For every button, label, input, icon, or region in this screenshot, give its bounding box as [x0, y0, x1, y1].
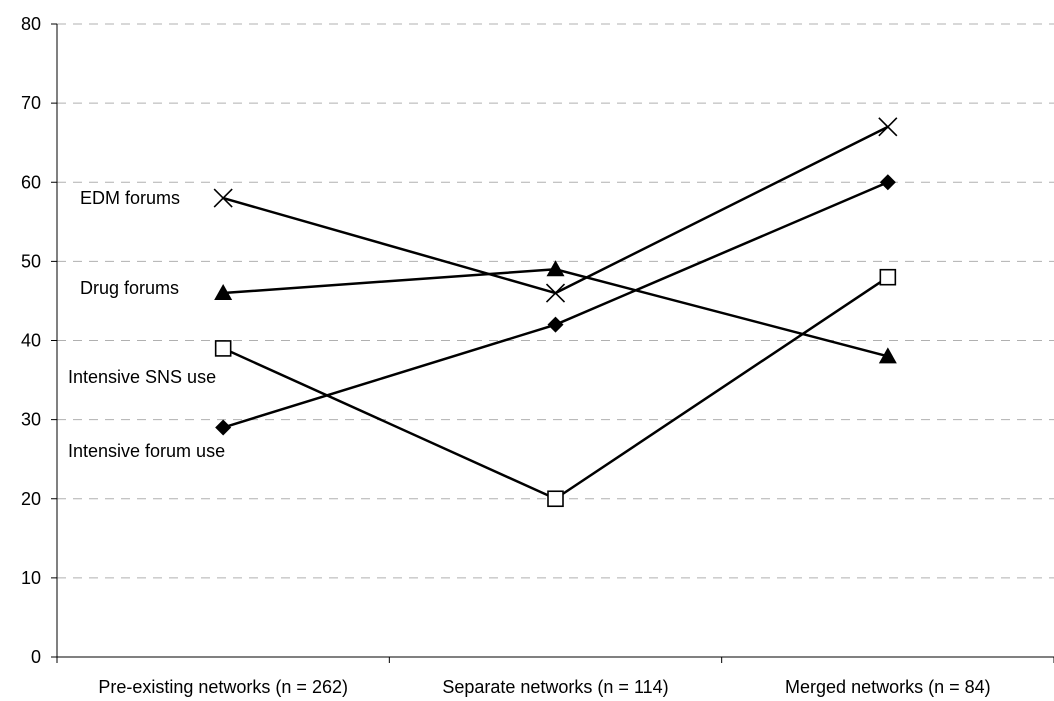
marker-2-0: [214, 340, 232, 357]
y-tick-label-20: 20: [21, 489, 41, 509]
y-tick-label-40: 40: [21, 331, 41, 351]
marker-0-1: [545, 283, 566, 303]
y-tick-label-30: 30: [21, 410, 41, 430]
y-tick-label-10: 10: [21, 568, 41, 588]
marker-2-1: [547, 490, 564, 508]
marker-3-0: [215, 419, 232, 436]
marker-0-2-stroke-b: [878, 117, 898, 137]
series-line-3: [222, 181, 889, 429]
marker-1-0: [214, 284, 233, 301]
series-labels: EDM forums Drug forums Intensive SNS use In…: [68, 188, 225, 461]
marker-0-0-stroke-b: [213, 188, 233, 208]
marker-1-1: [546, 260, 565, 277]
marker-0-0: [213, 188, 233, 208]
series-label-3: Intensive forum use: [68, 441, 225, 461]
y-tick-label-70: 70: [21, 93, 41, 113]
x-tick-label-1: Separate networks (n = 114): [442, 677, 668, 697]
y-tick-label-50: 50: [21, 251, 41, 271]
marker-0-2: [878, 117, 898, 137]
series-markers: [213, 117, 898, 508]
x-tick-label-0: Pre-existing networks (n = 262): [98, 677, 348, 697]
series-label-2: Intensive SNS use: [68, 367, 216, 387]
y-tick-label-0: 0: [31, 647, 41, 667]
series-label-1: Drug forums: [80, 278, 179, 298]
y-tick-label-60: 60: [21, 172, 41, 192]
marker-3-1: [547, 316, 564, 333]
axes: 0 10 20 30 40 50 60 70 80 Pre-existing networks (…: [21, 14, 1054, 697]
marker-0-1-stroke-b: [545, 283, 566, 303]
marker-2-2: [879, 268, 897, 286]
x-tick-label-2: Merged networks (n = 84): [785, 677, 991, 697]
series-label-0: EDM forums: [80, 188, 180, 208]
marker-1-2: [878, 347, 897, 364]
marker-3-2: [879, 174, 896, 191]
y-tick-label-80: 80: [21, 14, 41, 34]
series-line-2: [222, 276, 889, 501]
